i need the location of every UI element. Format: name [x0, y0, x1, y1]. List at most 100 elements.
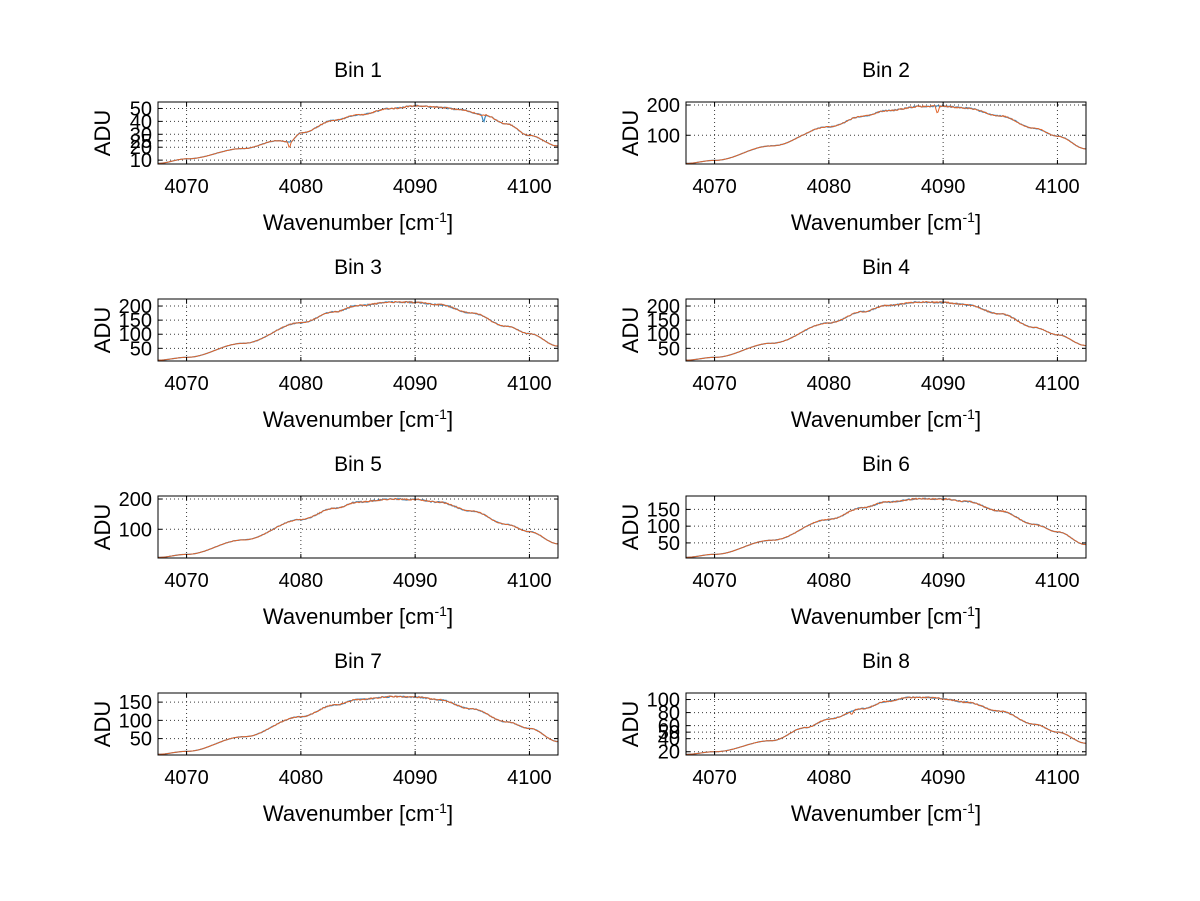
x-tick-label: 4070: [164, 373, 209, 395]
y-axis-label: ADU: [618, 701, 643, 747]
y-tick-label: 100: [647, 324, 680, 346]
x-tick-label: 4100: [1035, 767, 1080, 789]
axes-frame: [685, 495, 1087, 559]
x-tick-label: 4080: [807, 767, 852, 789]
panel-title: Bin 5: [334, 453, 382, 476]
panel-title: Bin 1: [334, 59, 382, 82]
y-tick-label: 150: [647, 310, 680, 332]
y-tick-label: 200: [647, 95, 680, 117]
y-tick-label: 20: [130, 137, 152, 159]
y-tick-label: 50: [658, 722, 680, 744]
x-tick-label: 4080: [807, 373, 852, 395]
x-tick-label: 4100: [507, 373, 552, 395]
series-orange: [685, 497, 1087, 558]
axes-frame: [157, 692, 559, 756]
y-tick-label: 40: [130, 111, 152, 133]
y-tick-label: 200: [119, 296, 152, 318]
x-tick-label: 4100: [507, 767, 552, 789]
y-axis-label: ADU: [618, 110, 643, 156]
panel-title: Bin 8: [862, 650, 910, 673]
x-tick-label: 4080: [279, 767, 324, 789]
y-tick-label: 100: [647, 125, 680, 147]
x-axis-label: Wavenumber [cm-1]: [263, 406, 453, 432]
x-tick-label: 4080: [279, 373, 324, 395]
x-axis-label: Wavenumber [cm-1]: [791, 209, 981, 235]
y-tick-label: 100: [119, 324, 152, 346]
x-tick-label: 4080: [279, 176, 324, 198]
y-tick-label: 50: [130, 98, 152, 120]
panel-title: Bin 2: [862, 59, 910, 82]
x-tick-label: 4100: [1035, 373, 1080, 395]
x-tick-label: 4090: [921, 373, 966, 395]
y-axis-label: ADU: [90, 307, 115, 353]
x-tick-label: 4070: [164, 767, 209, 789]
y-axis-label: ADU: [618, 307, 643, 353]
axes-frame: [157, 495, 559, 559]
x-tick-label: 4070: [692, 767, 737, 789]
x-tick-label: 4080: [807, 570, 852, 592]
x-tick-label: 4070: [692, 570, 737, 592]
x-tick-label: 4090: [393, 767, 438, 789]
axes-frame: [157, 298, 559, 362]
series-orange: [157, 497, 559, 558]
x-tick-label: 4070: [692, 373, 737, 395]
y-tick-label: 150: [119, 692, 152, 714]
series-orange: [158, 695, 559, 755]
y-tick-label: 50: [130, 729, 152, 751]
x-tick-label: 4090: [393, 373, 438, 395]
y-tick-label: 10: [130, 150, 152, 172]
x-tick-label: 4090: [921, 767, 966, 789]
x-tick-label: 4070: [164, 176, 209, 198]
axes-frame: [685, 101, 1087, 165]
y-tick-label: 200: [119, 489, 152, 511]
x-tick-label: 4090: [393, 176, 438, 198]
y-axis-label: ADU: [90, 701, 115, 747]
y-axis-label: ADU: [90, 110, 115, 156]
x-tick-label: 4090: [921, 176, 966, 198]
x-axis-label: Wavenumber [cm-1]: [263, 209, 453, 235]
x-tick-label: 4090: [393, 570, 438, 592]
axes-frame: [685, 298, 1087, 362]
y-tick-label: 100: [119, 710, 152, 732]
x-axis-label: Wavenumber [cm-1]: [791, 603, 981, 629]
axes-frame: [157, 101, 559, 165]
y-tick-label: 200: [647, 296, 680, 318]
y-tick-label: 50: [130, 338, 152, 360]
x-tick-label: 4090: [921, 570, 966, 592]
series-orange: [157, 104, 559, 164]
y-tick-label: 150: [119, 310, 152, 332]
y-tick-label: 150: [647, 499, 680, 521]
y-tick-label: 100: [119, 519, 152, 541]
x-tick-label: 4100: [1035, 570, 1080, 592]
x-tick-label: 4070: [164, 570, 209, 592]
series-orange: [157, 300, 559, 361]
y-tick-label: 20: [658, 742, 680, 764]
y-tick-label: 50: [658, 338, 680, 360]
panel-title: Bin 3: [334, 256, 382, 279]
y-axis-label: ADU: [618, 504, 643, 550]
y-tick-label: 50: [658, 533, 680, 555]
series-orange: [685, 300, 1087, 361]
y-tick-label: 40: [658, 729, 680, 751]
x-axis-label: Wavenumber [cm-1]: [263, 603, 453, 629]
y-tick-label: 100: [647, 690, 680, 712]
x-tick-label: 4080: [807, 176, 852, 198]
x-tick-label: 4100: [1035, 176, 1080, 198]
y-axis-label: ADU: [90, 504, 115, 550]
x-tick-label: 4100: [507, 176, 552, 198]
panel-title: Bin 6: [862, 453, 910, 476]
y-tick-label: 60: [658, 716, 680, 738]
x-tick-label: 4080: [279, 570, 324, 592]
y-tick-label: 80: [658, 703, 680, 725]
y-tick-label: 25: [130, 131, 152, 153]
